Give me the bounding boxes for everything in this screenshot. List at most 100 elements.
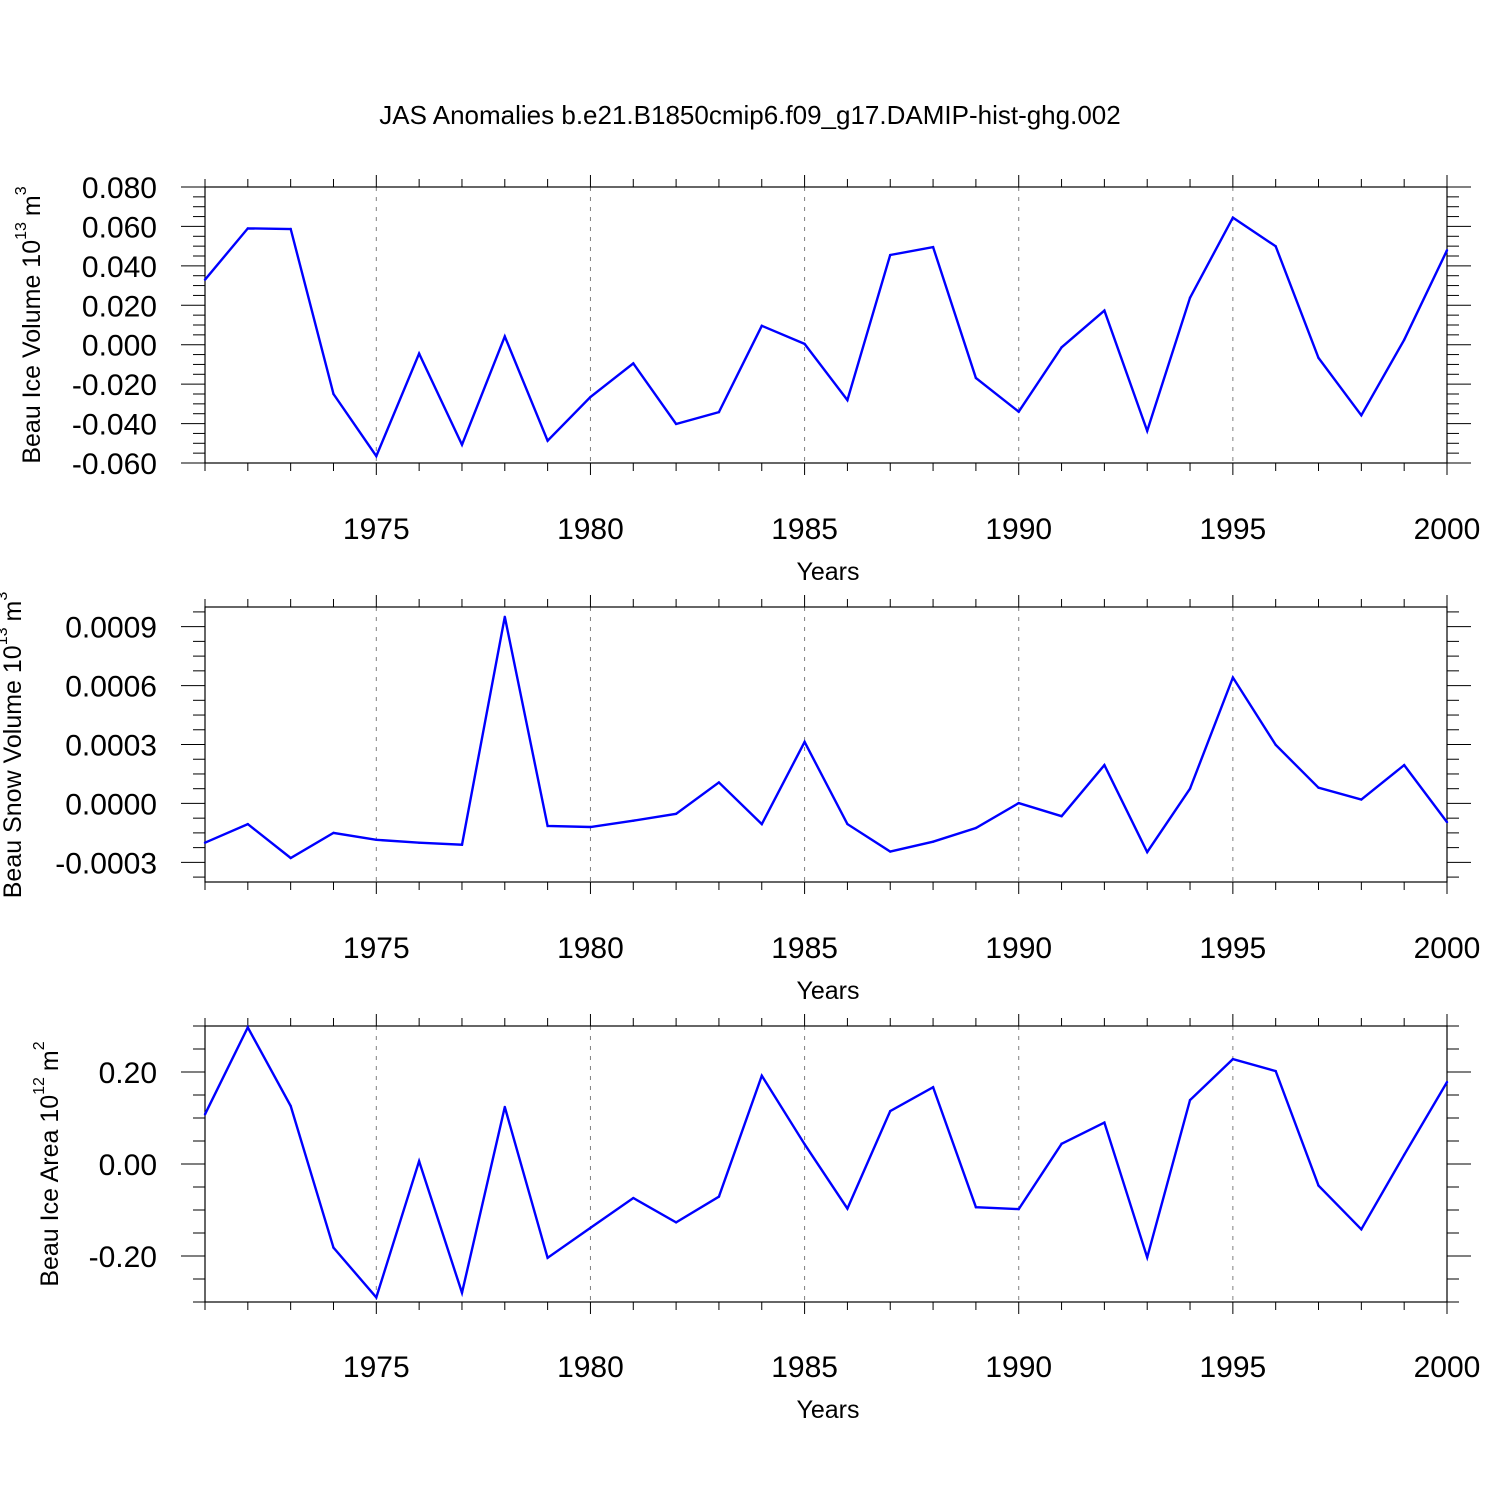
data-point xyxy=(803,342,806,346)
data-point xyxy=(1188,787,1192,790)
data-point xyxy=(203,1113,207,1116)
y-tick-label: 0.020 xyxy=(82,290,157,323)
y-axis-title-unit-exponent: 3 xyxy=(13,186,30,195)
data-point xyxy=(1146,1256,1149,1259)
y-axis-title-unit: m xyxy=(0,601,27,622)
data-point xyxy=(1017,1207,1020,1211)
data-point xyxy=(289,1104,292,1108)
series-line xyxy=(204,215,1449,459)
y-axis-title: Beau Ice Volume 1013 m3 xyxy=(13,186,45,463)
x-tick-label: 1995 xyxy=(1199,932,1266,965)
y-tick-label: 0.0003 xyxy=(65,730,157,763)
data-point xyxy=(1060,346,1063,349)
x-tick-label: 2000 xyxy=(1414,1351,1481,1384)
data-point xyxy=(1017,410,1020,413)
y-tick-label: 0.0009 xyxy=(65,612,157,645)
data-point xyxy=(974,376,978,380)
data-point xyxy=(803,740,806,744)
x-axis-title: Years xyxy=(796,1396,859,1424)
data-point xyxy=(1445,820,1449,824)
data-point xyxy=(974,1206,978,1209)
data-point xyxy=(289,856,292,860)
data-point xyxy=(717,781,721,784)
data-point xyxy=(1317,356,1320,360)
y-tick-label: 0.0000 xyxy=(65,788,157,821)
data-point xyxy=(1274,1069,1277,1073)
data-point xyxy=(460,1291,464,1295)
data-point xyxy=(889,253,892,257)
x-tick-label: 1985 xyxy=(771,1351,838,1384)
data-point xyxy=(246,822,250,826)
data-point xyxy=(289,227,292,231)
y-axis-title-exponent: 13 xyxy=(0,627,11,645)
data-point xyxy=(460,443,464,446)
data-point xyxy=(889,1109,892,1113)
data-point xyxy=(417,841,421,844)
data-point xyxy=(717,1195,721,1198)
data-point xyxy=(1231,676,1235,679)
panel-1: -0.060 -0.040 -0.020 0.000 0.020 0.040 0.060 0.… xyxy=(13,172,1480,586)
y-axis-title-unit: m xyxy=(36,1050,64,1071)
data-point xyxy=(417,352,421,355)
data-point xyxy=(1274,245,1277,248)
y-tick-label: 0.00 xyxy=(99,1149,157,1182)
y-axis-title: Beau Snow Volume 1013 m3 xyxy=(0,592,27,899)
x-tick-label: 1990 xyxy=(985,1351,1052,1384)
data-point xyxy=(1060,1142,1063,1145)
data-point xyxy=(974,826,978,830)
data-point xyxy=(1402,763,1406,767)
data-point xyxy=(674,422,678,426)
data-point xyxy=(460,843,464,846)
panels: -0.060 -0.040 -0.020 0.000 0.020 0.040 0.060 0.… xyxy=(0,172,1480,1424)
x-tick-label: 1980 xyxy=(557,932,624,965)
data-point xyxy=(760,324,763,327)
x-tick-label: 1975 xyxy=(343,513,410,546)
data-point xyxy=(674,1221,678,1224)
data-point xyxy=(332,392,335,396)
data-point xyxy=(589,825,592,829)
data-point xyxy=(674,812,678,816)
y-tick-label: 0.080 xyxy=(82,172,157,205)
data-point xyxy=(846,822,849,826)
y-axis-title-text: Beau Snow Volume 10 xyxy=(0,645,27,898)
data-point xyxy=(503,1105,506,1109)
data-point xyxy=(375,454,378,458)
y-tick-label: 0.000 xyxy=(82,330,157,363)
y-axis-title-unit: m xyxy=(18,195,46,216)
chart-title: JAS Anomalies b.e21.B1850cmip6.f09_g17.D… xyxy=(379,100,1120,130)
y-axis-title: Beau Ice Area 1012 m2 xyxy=(31,1041,63,1286)
data-point xyxy=(931,245,935,249)
y-tick-label: -0.060 xyxy=(72,448,157,481)
data-point xyxy=(332,831,335,835)
data-point xyxy=(632,362,635,365)
x-axis-title: Years xyxy=(796,977,859,1005)
y-axis-title-exponent: 13 xyxy=(13,222,30,240)
data-point xyxy=(889,850,892,853)
x-tick-label: 1975 xyxy=(343,932,410,965)
data-point xyxy=(1317,1184,1320,1187)
data-point xyxy=(846,1207,849,1210)
data-point xyxy=(503,615,506,619)
panel-2: -0.0003 0.0000 0.0003 0.0006 0.0009 1975 1980 1… xyxy=(0,592,1480,1005)
data-point xyxy=(1103,1121,1106,1124)
data-point xyxy=(1188,296,1192,299)
panel-3: -0.20 0.00 0.20 1975 1980 1985 1990 1995 2000 Yea… xyxy=(31,1014,1480,1424)
series-line xyxy=(204,616,1448,860)
data-point xyxy=(1146,429,1149,433)
y-tick-label: 0.0006 xyxy=(65,671,157,704)
data-point xyxy=(632,819,635,822)
data-point xyxy=(1017,801,1020,805)
data-point xyxy=(375,1296,378,1299)
data-point xyxy=(1103,763,1106,767)
data-point xyxy=(632,1196,635,1200)
x-tick-label: 1985 xyxy=(771,932,838,965)
data-point xyxy=(1445,1080,1449,1084)
y-tick-label: -0.040 xyxy=(72,409,157,442)
data-point xyxy=(846,398,849,402)
data-point xyxy=(1188,1098,1192,1102)
x-tick-label: 1995 xyxy=(1199,1351,1266,1384)
data-point xyxy=(931,840,935,843)
x-tick-label: 2000 xyxy=(1414,513,1481,546)
data-point xyxy=(417,1160,421,1163)
